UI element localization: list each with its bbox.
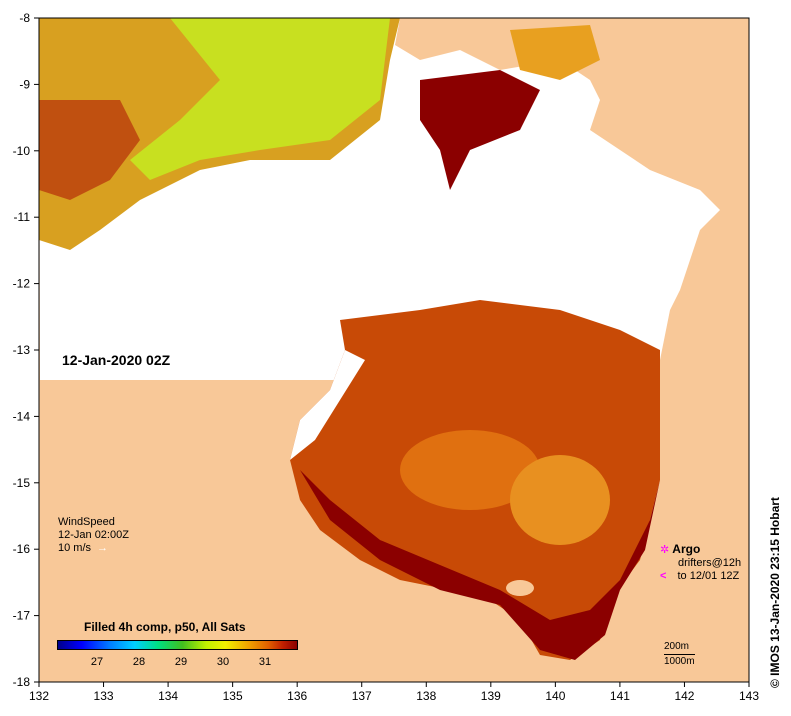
depth-1000: 1000m — [664, 654, 695, 667]
wind-title: WindSpeed — [58, 516, 115, 528]
y-tick-label: -18 — [13, 675, 31, 689]
island — [506, 580, 534, 596]
argo-title: Argo — [672, 542, 701, 556]
y-tick-label: -17 — [13, 609, 31, 623]
arafura-red-patch2 — [420, 70, 540, 190]
colorbar-tick-label: 27 — [90, 656, 104, 668]
colorbar-tick-label: 30 — [216, 656, 230, 668]
depth-scale: 200m 1000m — [664, 640, 695, 669]
x-tick-label: 135 — [223, 689, 243, 703]
gulf-patch — [400, 430, 540, 510]
x-tick-label: 137 — [352, 689, 372, 703]
argo-title-row: ✲ Argo — [660, 543, 741, 557]
argo-line2: to 12/01 12Z — [677, 570, 740, 582]
gulf-patch — [510, 455, 610, 545]
colorbar-tick-label: 28 — [132, 656, 146, 668]
x-tick-label: 133 — [94, 689, 114, 703]
x-tick-label: 142 — [674, 689, 694, 703]
colorbar-title: Filled 4h comp, p50, All Sats — [84, 620, 246, 634]
x-tick-label: 136 — [287, 689, 307, 703]
x-tick-label: 140 — [545, 689, 565, 703]
y-tick-label: -16 — [13, 542, 31, 556]
wind-legend: WindSpeed 12-Jan 02:00Z 10 m/s → — [58, 516, 129, 555]
arafura-red-patch — [39, 100, 140, 200]
x-tick-label: 138 — [416, 689, 436, 703]
date-label: 12-Jan-2020 02Z — [62, 352, 171, 368]
colorbar-tick-label: 31 — [258, 656, 272, 668]
wind-scale: 10 m/s → — [58, 542, 129, 555]
x-tick-label: 141 — [610, 689, 630, 703]
credit-text: © IMOS 13-Jan-2020 23:15 Hobart — [768, 497, 782, 688]
x-axis: 132 133 134 135 136 137 138 139 140 141 142 143 — [29, 682, 759, 703]
argo-line2-row: < to 12/01 12Z — [660, 570, 741, 583]
y-tick-label: -13 — [13, 343, 31, 357]
y-tick-label: -14 — [13, 409, 31, 423]
y-tick-label: -9 — [19, 77, 30, 91]
x-tick-label: 134 — [158, 689, 178, 703]
argo-legend: ✲ Argo drifters@12h < to 12/01 12Z — [660, 543, 741, 583]
wind-time: 12-Jan 02:00Z — [58, 529, 129, 541]
colorbar — [57, 640, 298, 650]
y-axis: -8 -9 -10 -11 -12 -13 -14 -15 -16 -17 -18 — [13, 11, 39, 689]
argo-line1: drifters@12h — [678, 557, 742, 569]
arafura-orange-patch — [510, 25, 600, 80]
arafura-yellow-region — [130, 18, 390, 180]
x-tick-label: 143 — [739, 689, 759, 703]
drifter-icon: < — [660, 570, 667, 582]
x-tick-label: 132 — [29, 689, 49, 703]
y-tick-label: -10 — [13, 144, 31, 158]
right-arrow-icon: → — [97, 542, 109, 554]
y-tick-label: -12 — [13, 277, 31, 291]
y-tick-label: -11 — [14, 210, 31, 224]
x-tick-label: 139 — [481, 689, 501, 703]
y-tick-label: -15 — [13, 476, 31, 490]
y-tick-label: -8 — [19, 11, 30, 25]
depth-200: 200m — [664, 641, 690, 652]
argo-marker-icon: ✲ — [660, 544, 670, 556]
colorbar-tick-label: 29 — [174, 656, 188, 668]
wind-scale-label: 10 m/s — [58, 542, 92, 554]
gulf-west-edge — [290, 350, 365, 460]
